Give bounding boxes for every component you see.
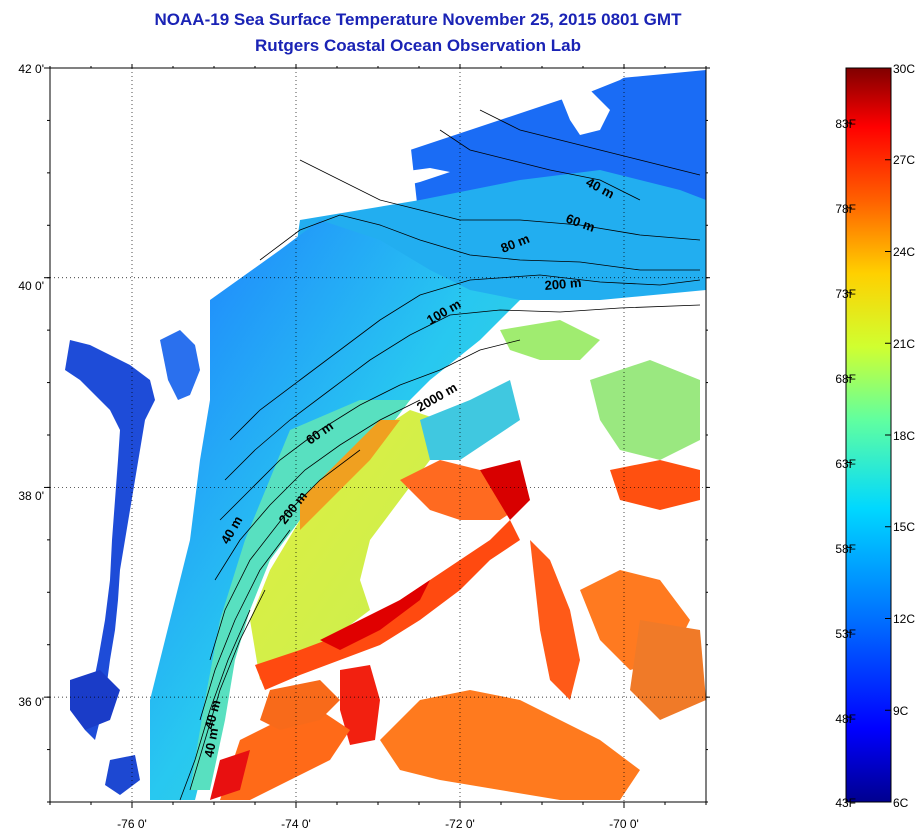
lat-label: 42 0' bbox=[18, 62, 44, 76]
sst-field bbox=[50, 68, 706, 802]
colorbar-f-label: 63F bbox=[835, 457, 856, 471]
colorbar-ticks bbox=[846, 67, 891, 803]
colorbar-f-label: 53F bbox=[835, 627, 856, 641]
lon-label: -76 0' bbox=[117, 817, 147, 831]
lon-label: -74 0' bbox=[281, 817, 311, 831]
lon-label: -70 0' bbox=[609, 817, 639, 831]
colorbar-c-label: 21C bbox=[893, 337, 916, 351]
colorbar-c-label: 30C bbox=[893, 62, 916, 76]
colorbar-c-label: 15C bbox=[893, 520, 916, 534]
colorbar-c-label: 24C bbox=[893, 245, 916, 259]
isobath-label: 40 m bbox=[201, 698, 223, 731]
colorbar-f-label: 68F bbox=[835, 372, 856, 386]
colorbar-f-label: 78F bbox=[835, 202, 856, 216]
colorbar bbox=[845, 67, 892, 803]
isobath-label: 40 m bbox=[201, 727, 221, 759]
colorbar-f-label: 58F bbox=[835, 542, 856, 556]
frame-ticks bbox=[44, 64, 710, 808]
colorbar-f-label: 48F bbox=[835, 712, 856, 726]
colorbar-c-label: 6C bbox=[893, 796, 909, 810]
lat-label: 38 0' bbox=[18, 489, 44, 503]
isobath-contours bbox=[179, 109, 701, 801]
lon-label: -72 0' bbox=[445, 817, 475, 831]
isobath-label: 200 m bbox=[544, 275, 582, 293]
colorbar-c-label: 18C bbox=[893, 429, 916, 443]
colorbar-c-label: 12C bbox=[893, 612, 916, 626]
colorbar-c-label: 27C bbox=[893, 153, 916, 167]
map-subtitle: Rutgers Coastal Ocean Observation Lab bbox=[255, 36, 581, 55]
colorbar-c-label: 9C bbox=[893, 704, 909, 718]
lat-label: 40 0' bbox=[18, 279, 44, 293]
colorbar-f-label: 83F bbox=[835, 117, 856, 131]
colorbar-f-label: 43F bbox=[835, 796, 856, 810]
colorbar-f-label: 73F bbox=[835, 287, 856, 301]
lat-label: 36 0' bbox=[18, 695, 44, 709]
map-title: NOAA-19 Sea Surface Temperature November… bbox=[154, 10, 682, 29]
